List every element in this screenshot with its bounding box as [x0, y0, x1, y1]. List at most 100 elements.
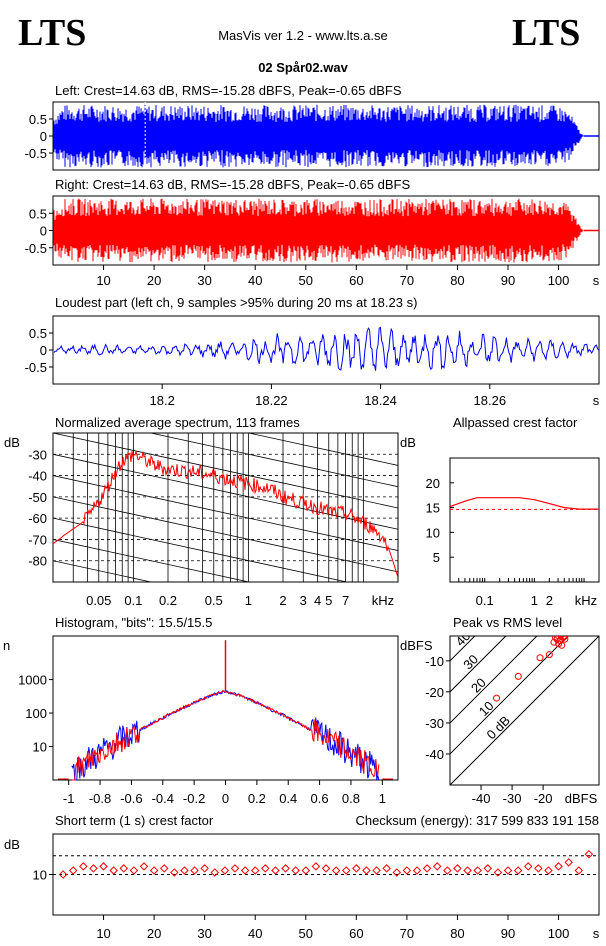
spectrum-xtick-label: 1: [245, 593, 252, 608]
short-crest-point: [119, 864, 129, 873]
peak-rms-x-unit: dBFS: [565, 791, 598, 806]
peak-rms-diagonal: [450, 636, 538, 724]
allpass-curve: [449, 497, 599, 510]
time-axis-tick-label: 50: [299, 273, 313, 288]
peak-rms-diagonal: [450, 636, 599, 785]
checksum-text: Checksum (energy): 317 599 833 191 158: [355, 813, 599, 828]
allpass-xtick-label: 0.1: [476, 593, 494, 608]
histogram-xtick-label: -0.2: [183, 791, 205, 806]
spectrum-xtick-label: 5: [325, 593, 332, 608]
short-crest-point: [392, 868, 402, 877]
spectrum-frame: [52, 432, 399, 583]
peak-rms-ytick-label: -20: [425, 685, 444, 700]
histogram-left-curve: [71, 690, 380, 781]
time-axis-tick-label: 90: [501, 273, 515, 288]
short-crest-point: [534, 864, 543, 873]
short-crest-xtick-label: 100: [548, 926, 570, 941]
spectrum-slope-line: [53, 560, 153, 582]
histogram-ytick-label: 100: [25, 706, 47, 721]
loudest-part-xtick-label: 18.26: [474, 393, 507, 408]
allpass-ylabel: dB: [400, 435, 416, 450]
spectrum-slope-line: [53, 517, 349, 582]
plots-layer: Left: Crest=14.63 dB, RMS=-15.28 dBFS, P…: [3, 83, 600, 941]
loudest-part-xtick-label: 18.2: [150, 393, 175, 408]
short-crest-point: [453, 864, 462, 873]
short-crest-point: [301, 866, 311, 875]
short-crest-point: [159, 864, 169, 873]
spectrum-xtick-label: 3: [300, 593, 307, 608]
loudest-part-waveform: [53, 326, 600, 371]
peak-rms-point: [552, 636, 560, 642]
short-crest-point: [58, 870, 68, 879]
short-crest-xtick-label: 90: [501, 926, 515, 941]
spectrum-slope-line: [53, 453, 398, 530]
time-axis-unit: s: [593, 273, 600, 288]
short-crest-x-unit: s: [593, 926, 600, 941]
loudest-part-xtick-label: 18.22: [255, 393, 288, 408]
histogram-title: Histogram, "bits": 15.5/15.5: [55, 615, 212, 630]
allpass-x-unit: kHz: [575, 593, 597, 608]
short-crest-point: [99, 862, 108, 871]
left-channel-title: Left: Crest=14.63 dB, RMS=-15.28 dBFS, P…: [55, 83, 402, 98]
allpass-xtick-label: 2: [546, 593, 553, 608]
spectrum-ytick-label: -80: [28, 554, 47, 569]
histogram-ytick-label: 1000: [18, 673, 47, 688]
short-crest-xtick-label: 20: [147, 926, 161, 941]
spectrum-xtick-label: 7: [342, 593, 349, 608]
peak-rms-point: [550, 638, 558, 646]
short-crest-point: [574, 866, 584, 875]
peak-rms-point: [555, 640, 563, 648]
spectrum-xtick-label: 0.5: [205, 593, 223, 608]
short-crest-xtick-label: 10: [96, 926, 110, 941]
histogram-ytick-label: 10: [33, 740, 47, 755]
loudest-part-xtick-label: 18.24: [364, 393, 397, 408]
peak-rms-point: [555, 636, 563, 640]
peak-rms-diagonal-label: 20: [468, 675, 489, 696]
short-crest-point: [240, 866, 250, 875]
time-axis-tick-label: 100: [548, 273, 570, 288]
short-crest-xtick-label: 70: [400, 926, 414, 941]
allpass-xtick-label: 1: [531, 593, 538, 608]
short-crest-xtick-label: 80: [450, 926, 464, 941]
short-crest-point: [443, 866, 452, 875]
histogram-xtick-label: -0.4: [152, 791, 174, 806]
time-axis-tick-label: 30: [197, 273, 211, 288]
spectrum-slope-line: [53, 539, 251, 582]
short-crest-ytick-label: 10: [33, 868, 47, 883]
time-axis-tick-label: 40: [248, 273, 262, 288]
short-crest-point: [109, 866, 118, 875]
short-crest-point: [170, 868, 179, 877]
time-axis-tick-label: 70: [400, 273, 414, 288]
short-crest-point: [513, 866, 523, 875]
peak-rms-diagonal: [450, 636, 476, 662]
app-title: MasVis ver 1.2 - www.lts.a.se: [218, 28, 388, 43]
allpass-frame: [449, 457, 600, 583]
peak-rms-point: [561, 636, 569, 643]
short-crest-point: [362, 866, 371, 875]
short-crest-point: [149, 866, 159, 875]
peak-rms-diagonal-label: 40: [453, 628, 474, 649]
short-crest-xtick-label: 60: [349, 926, 363, 941]
short-crest-title: Short term (1 s) crest factor: [55, 813, 214, 828]
right-channel-ytick-label: 0.5: [29, 206, 47, 221]
peak-rms-point: [545, 651, 553, 659]
short-crest-point: [68, 866, 78, 875]
short-crest-point: [432, 862, 442, 871]
short-crest-point: [129, 866, 139, 875]
spectrum-x-unit: kHz: [372, 593, 394, 608]
peak-rms-title: Peak vs RMS level: [453, 615, 562, 630]
peak-rms-point: [493, 694, 501, 702]
short-crest-xtick-label: 50: [299, 926, 313, 941]
peak-rms-xtick-label: -20: [534, 791, 553, 806]
loudest-part-ytick-label: 0.5: [29, 326, 47, 341]
spectrum-ytick-label: -60: [28, 511, 47, 526]
short-crest-point: [493, 868, 503, 877]
allpass-ytick-label: 10: [426, 525, 440, 540]
histogram-right-curve: [71, 689, 380, 781]
short-crest-point: [584, 850, 594, 859]
short-crest-point: [190, 866, 199, 875]
spectrum-ylabel: dB: [4, 435, 20, 450]
histogram-xtick-label: -1: [63, 791, 75, 806]
